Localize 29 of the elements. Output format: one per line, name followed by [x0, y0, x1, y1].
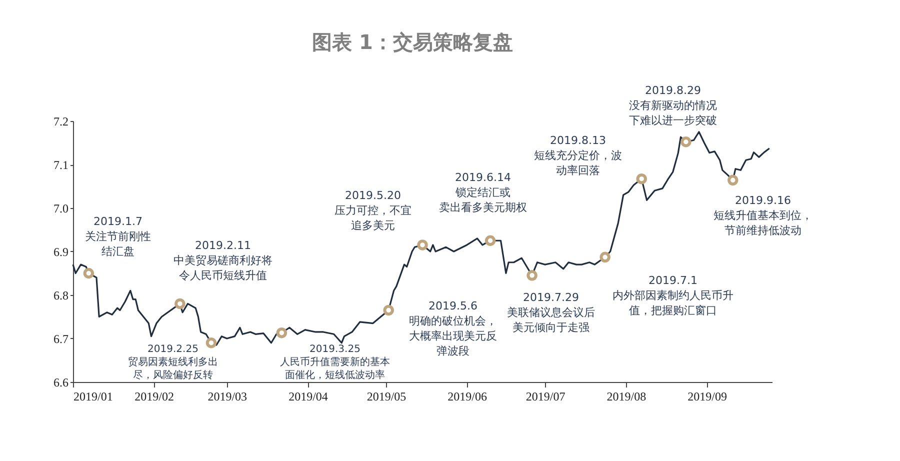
- y-tick-label: 6.7: [54, 332, 68, 346]
- annotation: 2019.8.13 短线充分定价，波动率回落: [534, 134, 622, 177]
- annotation: 2019.9.16 短线升值基本到位，节前维持低波动: [714, 194, 812, 237]
- annotation: 2019.7.29 美联储议息会议后美元倾向于走强: [507, 291, 595, 334]
- annotation: 2019.2.25 贸易因素短线利多出尽，风险偏好反转: [128, 344, 218, 381]
- y-tick-label: 6.9: [54, 245, 68, 259]
- x-tick-label: 2019/04: [288, 390, 328, 404]
- x-tick-label: 2019/03: [208, 390, 248, 404]
- y-tick-label: 7.1: [54, 158, 68, 172]
- annotation: 2019.5.6 明确的破位机会，大概率出现美元反弹波段: [409, 300, 497, 358]
- annotation: 2019.6.14 锁定结汇或卖出看多美元期权: [439, 171, 527, 214]
- annotation: 2019.8.29 没有新驱动的情况下难以进一步突破: [629, 84, 717, 127]
- chart-title: 图表 1：交易策略复盘: [312, 30, 513, 54]
- annotation: 2019.1.7 关注节前刚性结汇盘: [85, 215, 151, 258]
- x-tick-label: 2019/02: [134, 390, 174, 404]
- y-tick-label: 6.8: [54, 288, 68, 302]
- x-tick-label: 2019/06: [448, 390, 488, 404]
- annotation: 2019.7.1 内外部因素制约人民币升值，把握购汇窗口: [612, 274, 734, 317]
- x-tick-label: 2019/05: [366, 390, 406, 404]
- annotation: 2019.2.11 中美贸易磋商利好将令人民币短线升值: [174, 239, 272, 282]
- x-tick-label: 2019/07: [526, 390, 566, 404]
- x-tick-label: 2019/09: [688, 390, 727, 404]
- annotation: 2019.5.20 压力可控，不宜追多美元: [334, 189, 412, 232]
- x-tick-label: 2019/01: [74, 390, 113, 404]
- annotation: 2019.3.25 人民币升值需要新的基本面催化，短线低波动率: [280, 344, 390, 381]
- y-tick-label: 7.0: [54, 202, 68, 216]
- x-tick-label: 2019/08: [606, 390, 646, 404]
- y-tick-label: 7.2: [54, 114, 68, 128]
- y-tick-label: 6.6: [54, 376, 68, 390]
